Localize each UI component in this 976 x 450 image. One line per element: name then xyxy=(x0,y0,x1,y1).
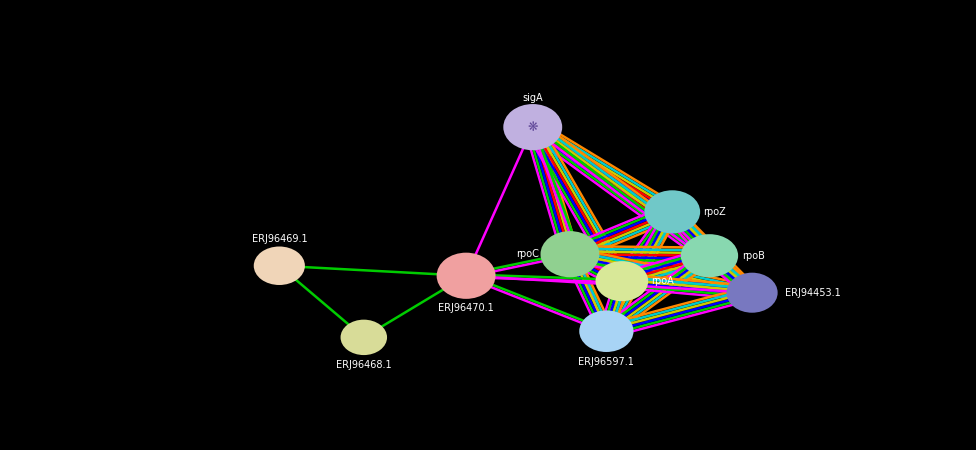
Text: ERJ94453.1: ERJ94453.1 xyxy=(785,288,840,298)
Ellipse shape xyxy=(254,247,305,285)
Ellipse shape xyxy=(436,252,496,299)
Text: ERJ96468.1: ERJ96468.1 xyxy=(336,360,391,370)
Ellipse shape xyxy=(681,234,738,277)
Ellipse shape xyxy=(579,310,633,352)
Ellipse shape xyxy=(595,261,648,301)
Text: rpoA: rpoA xyxy=(651,276,674,286)
Text: ERJ96470.1: ERJ96470.1 xyxy=(438,303,494,313)
Text: rpoC: rpoC xyxy=(516,249,539,259)
Ellipse shape xyxy=(504,104,562,150)
Ellipse shape xyxy=(541,231,599,277)
Text: ERJ96597.1: ERJ96597.1 xyxy=(579,357,634,367)
Text: ❋: ❋ xyxy=(527,121,538,134)
Text: sigA: sigA xyxy=(522,93,543,103)
Ellipse shape xyxy=(644,190,700,234)
Text: rpoZ: rpoZ xyxy=(704,207,726,217)
Ellipse shape xyxy=(341,320,387,355)
Text: ERJ96469.1: ERJ96469.1 xyxy=(252,234,307,244)
Text: rpoB: rpoB xyxy=(742,251,765,261)
Ellipse shape xyxy=(726,273,778,313)
